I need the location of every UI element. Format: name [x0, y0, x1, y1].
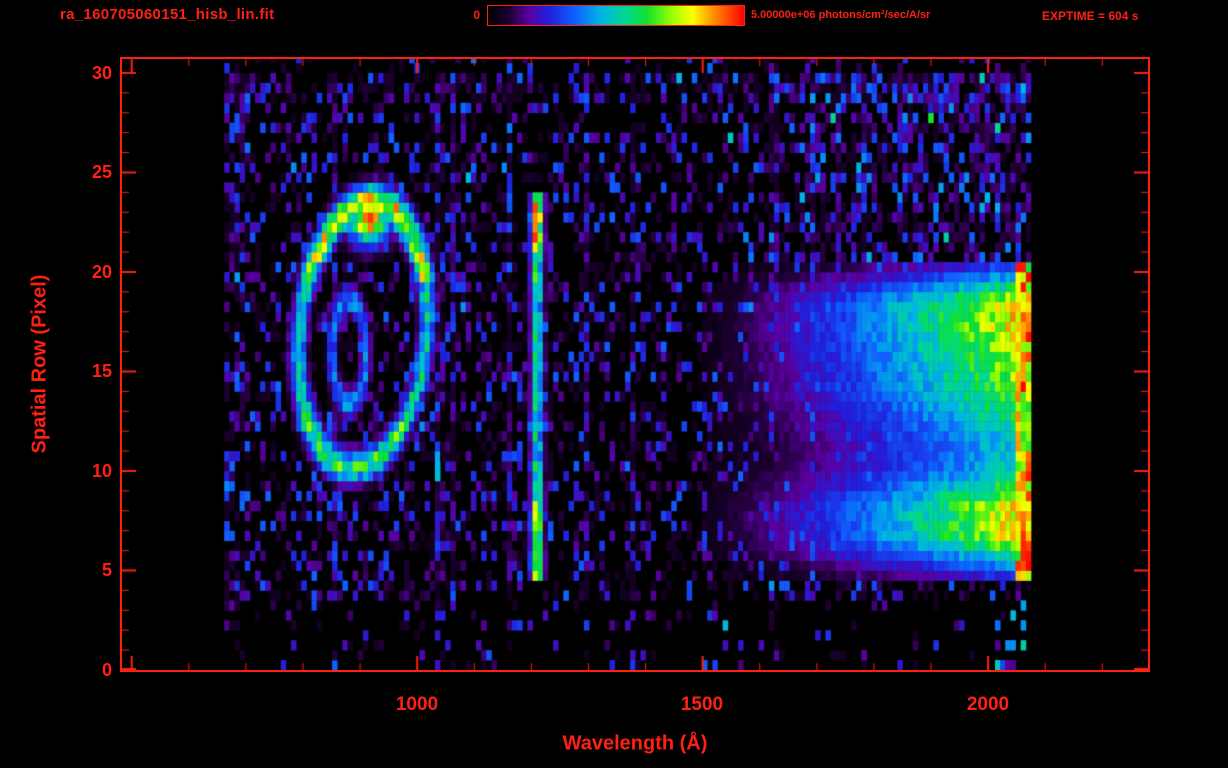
- y-tick-label-30: 30: [91, 63, 112, 83]
- y-tick-label-5: 5: [101, 560, 112, 580]
- filename-label: ra_160705060151_hisb_lin.fit: [60, 6, 275, 23]
- y-axis-title: Spatial Row (Pixel): [28, 274, 51, 454]
- y-tick-label-20: 20: [91, 262, 112, 282]
- colorbar-max-label: 5.00000e+06 photons/cm²/sec/A/sr: [751, 9, 931, 21]
- y-tick-label-25: 25: [91, 162, 112, 182]
- x-tick-label-1500: 1500: [680, 694, 724, 715]
- colorbar-min-label: 0: [473, 8, 480, 22]
- colorbar-gradient: [487, 5, 745, 26]
- y-tick-label-0: 0: [101, 660, 112, 680]
- spectrogram-canvas: [122, 59, 1148, 670]
- exptime-label: EXPTIME = 604 s: [1042, 9, 1139, 23]
- x-tick-label-2000: 2000: [966, 694, 1010, 715]
- y-tick-label-10: 10: [91, 461, 112, 481]
- y-tick-label-15: 15: [91, 361, 112, 381]
- x-tick-label-1000: 1000: [395, 694, 439, 715]
- x-axis-title: Wavelength (Å): [562, 732, 708, 755]
- plot-area: [120, 57, 1150, 672]
